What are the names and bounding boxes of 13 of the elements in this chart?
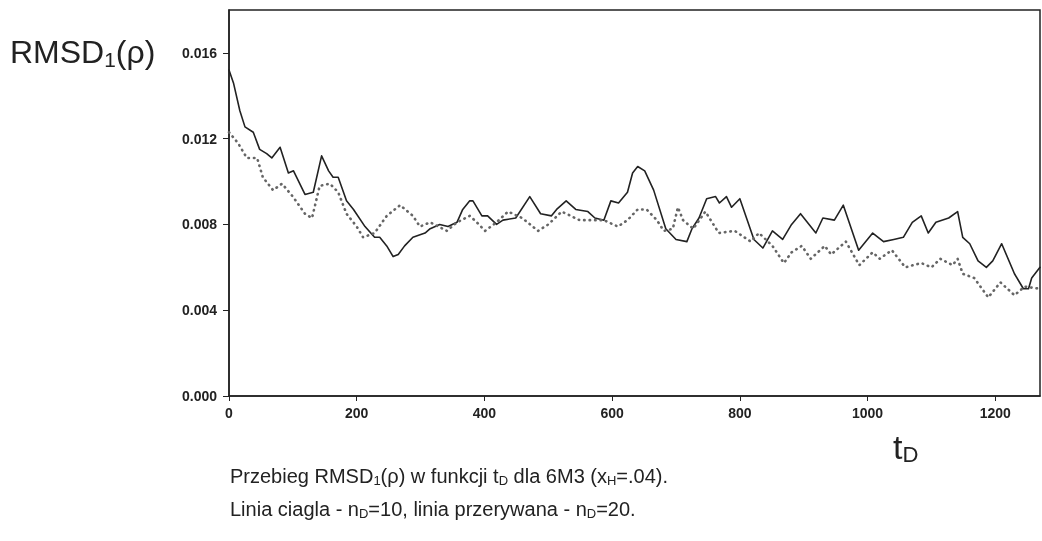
x-tick-label: 1200: [979, 405, 1012, 421]
x-tick-label: 600: [600, 405, 625, 421]
x-tick-label: 0: [225, 405, 234, 421]
x-tick-label: 200: [345, 405, 369, 421]
x-tick-label: 1000: [852, 405, 884, 421]
x-tick-label: 400: [472, 405, 497, 421]
y-tick-label: 0.000: [181, 388, 218, 404]
y-tick-label: 0.004: [181, 302, 218, 319]
y-tick-label: 0.012: [181, 130, 218, 147]
y-axis-title: RMSD1(ρ): [10, 34, 156, 71]
y-tick-label: 0.016: [181, 44, 218, 61]
x-tick-label: 800: [728, 405, 752, 421]
y-tick-label: 0.008: [181, 216, 218, 233]
